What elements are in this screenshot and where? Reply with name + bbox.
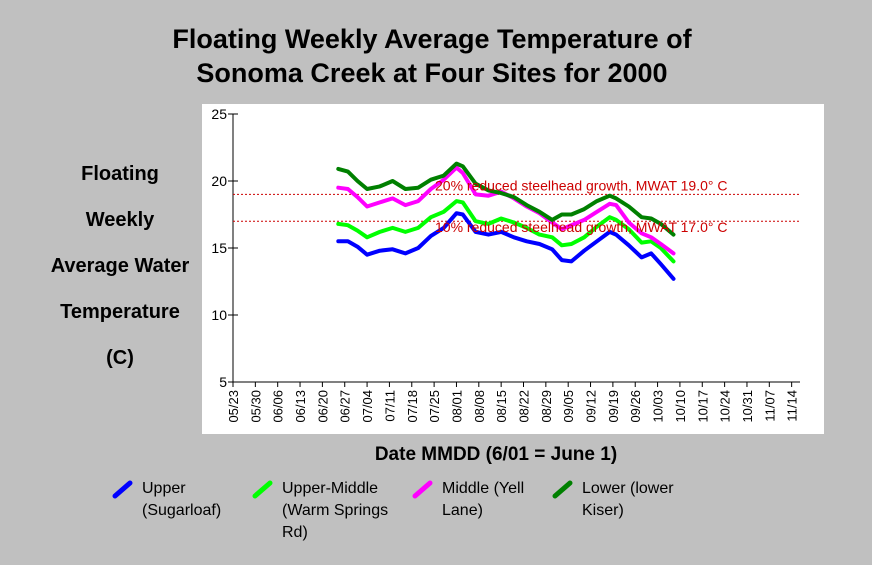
y-axis-label-line: Weekly — [85, 209, 155, 231]
y-axis-label: Floating Weekly Average Water Temperatur… — [40, 140, 200, 393]
y-tick-label: 20 — [211, 173, 227, 189]
reference-line-label: 10% reduced steelhead growth, MWAT 17.0°… — [435, 219, 728, 235]
x-tick-label: 06/20 — [315, 390, 330, 423]
legend-label-line: Upper-Middle — [282, 480, 379, 497]
x-tick-label: 07/11 — [382, 390, 397, 422]
legend-swatch — [252, 480, 273, 499]
x-tick-label: 08/29 — [539, 390, 554, 423]
y-tick-label: 25 — [211, 106, 227, 122]
x-tick-label: 05/30 — [248, 390, 263, 423]
x-tick-label: 08/01 — [449, 390, 464, 423]
x-tick-label: 09/05 — [561, 390, 576, 423]
x-tick-label: 10/03 — [651, 390, 666, 423]
x-tick-label: 08/08 — [472, 390, 487, 423]
y-tick-label: 5 — [219, 374, 227, 390]
x-tick-label: 11/14 — [785, 390, 800, 422]
legend-swatch — [112, 480, 133, 499]
x-tick-label: 10/31 — [740, 390, 755, 423]
legend-label-line: Middle (Yell — [442, 480, 525, 497]
legend-label-line: Lower (lower — [582, 480, 674, 497]
x-tick-label: 07/25 — [427, 390, 442, 423]
x-tick-label: 09/26 — [628, 390, 643, 423]
x-tick-label: 09/19 — [606, 390, 621, 423]
y-axis-label-line: Average Water — [50, 255, 190, 277]
x-tick-label: 10/17 — [695, 390, 710, 423]
legend-swatch-line — [252, 480, 273, 499]
series-line — [336, 161, 676, 237]
legend-label-line: Lane) — [442, 502, 483, 519]
y-axis-label-line: Temperature — [60, 301, 180, 323]
x-tick-label: 09/12 — [584, 390, 599, 423]
legend-label-line: Rd) — [282, 524, 308, 541]
chart-title-line-1: Floating Weekly Average Temperature of — [172, 24, 692, 54]
plot-area — [202, 104, 824, 434]
legend-swatch — [412, 480, 433, 499]
x-tick-label: 05/23 — [226, 390, 241, 423]
legend-label: Upper (Sugarloaf) — [142, 478, 282, 522]
legend-label-line: (Warm Springs — [282, 502, 389, 519]
legend-swatch — [552, 480, 573, 499]
legend-swatch-line — [552, 480, 573, 499]
x-tick-label: 10/10 — [673, 390, 688, 423]
legend-swatch-line — [412, 480, 433, 499]
x-tick-label: 08/22 — [517, 390, 532, 423]
legend-swatch-line — [112, 480, 133, 499]
x-tick-label: 06/27 — [338, 390, 353, 423]
line-chart: 5 10 15 20 25 05/23 05/30 06/06 06/13 06/20 06/27 0… — [202, 104, 824, 434]
x-tick-label: 07/18 — [405, 390, 420, 423]
x-axis-label: Date MMDD (6/01 = June 1) — [374, 444, 618, 465]
legend-label: Upper-Middle (Warm Springs Rd) — [282, 478, 422, 544]
legend-label-line: (Sugarloaf) — [142, 502, 222, 519]
x-tick-label: 11/07 — [762, 390, 777, 422]
x-tick-label: 06/13 — [293, 390, 308, 423]
x-tick-label: 06/06 — [271, 390, 286, 423]
series-line — [336, 211, 676, 281]
x-tick-label: 08/15 — [494, 390, 509, 423]
legend-label: Lower (lower Kiser) — [582, 478, 722, 522]
x-tick-label: 10/24 — [718, 390, 733, 423]
y-axis-label-line: Floating — [81, 163, 159, 185]
x-tick-label: 07/04 — [360, 390, 375, 423]
legend-label-line: Upper — [142, 480, 186, 497]
reference-line-label: 20% reduced steelhead growth, MWAT 19.0°… — [435, 177, 728, 193]
series-line — [336, 199, 676, 264]
chart-title: Floating Weekly Average Temperature of S… — [0, 22, 864, 90]
legend-label-line: Kiser) — [582, 502, 624, 519]
chart-title-line-2: Sonoma Creek at Four Sites for 2000 — [196, 58, 668, 88]
y-tick-label: 15 — [211, 240, 227, 256]
legend-label: Middle (Yell Lane) — [442, 478, 582, 522]
y-axis-label-line: (C) — [106, 347, 134, 369]
legend: Upper (Sugarloaf) Upper-Middle (Warm Spring… — [112, 478, 852, 558]
y-tick-label: 10 — [211, 307, 227, 323]
